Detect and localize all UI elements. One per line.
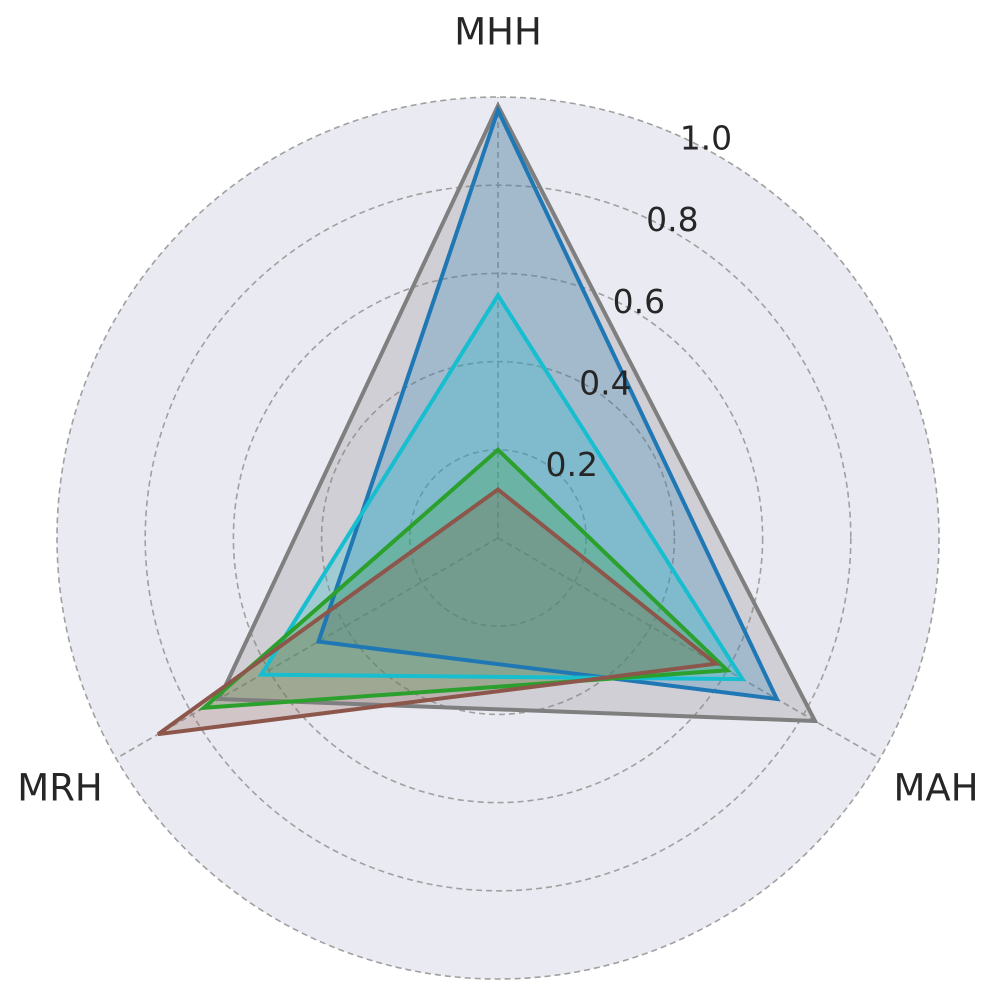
grid-ring-2 [232,272,764,804]
series-group [156,101,819,737]
series-1-line [315,104,781,702]
series-0-line [216,101,819,724]
r-tick-label: 0.4 [579,363,631,402]
axis-label-mah: MAH [893,767,978,810]
axis-spoke-mah [497,537,881,760]
axis-spoke-mrh [115,537,499,760]
grid-ring-4 [56,96,940,980]
series-2-area [261,295,743,680]
r-tick-label: 0.2 [546,445,598,484]
series-3-line [198,447,732,711]
axis-label-mrh: MRH [17,767,102,810]
series-2-line [257,291,747,682]
series-0-area [219,105,815,722]
axis-labels: MHH MAH MRH [17,11,978,810]
series-4-line [156,486,721,737]
radial-tick-labels: 0.2 0.4 0.6 0.8 1.0 [546,119,733,484]
r-tick-label: 0.8 [646,200,698,239]
grid-ring-1 [320,360,676,716]
r-tick-label: 1.0 [680,119,732,158]
r-tick-label: 0.6 [613,282,665,321]
axis-label-mhh: MHH [454,11,542,54]
